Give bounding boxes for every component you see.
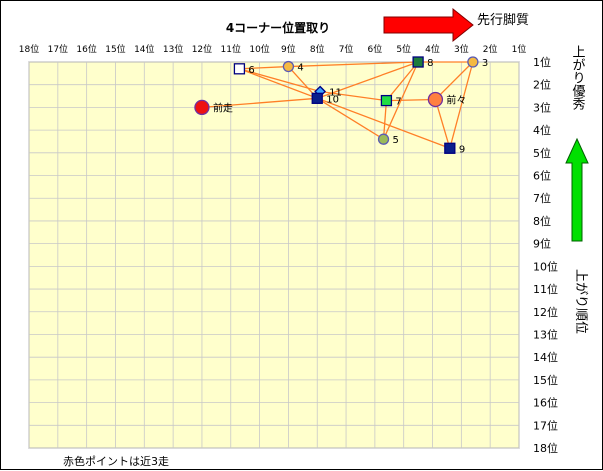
x-tick-label: 11位	[221, 43, 241, 55]
y-tick-label: 18位	[533, 441, 558, 455]
x-tick-label: 9位	[281, 43, 296, 55]
up-arrow-icon	[565, 137, 589, 242]
point-label: 前走	[213, 101, 233, 114]
connection-line	[201, 97, 318, 109]
chart-title: 4コーナー位置取り	[226, 20, 330, 35]
x-tick-label: 15位	[105, 43, 125, 55]
footnote: 赤色ポイントは近3走	[63, 454, 169, 468]
data-point	[194, 99, 210, 116]
x-tick-label: 5位	[396, 43, 411, 55]
connection-line	[382, 100, 388, 140]
point-label: 9	[459, 144, 465, 155]
y-axis-ticks: 1位 2位 3位 4位 5位 6位 7位 8位 9位 10位 11位 12位 13位 14位 15位 16位 1…	[533, 55, 558, 455]
x-tick-label: 2位	[483, 43, 498, 55]
y-tick-label: 12位	[533, 305, 558, 319]
forward-arrow-icon	[383, 7, 474, 43]
y-tick-label: 3位	[533, 100, 551, 114]
connection-line	[239, 68, 451, 149]
connection-line	[386, 98, 436, 102]
x-tick-label: 13位	[163, 43, 183, 55]
y-tick-label: 10位	[533, 259, 558, 273]
y-tick-label: 9位	[533, 237, 551, 251]
grid-lines	[28, 61, 520, 449]
point-label: 11	[329, 88, 342, 99]
point-label: 3	[482, 58, 488, 69]
x-tick-label: 7位	[339, 43, 354, 55]
data-point	[377, 133, 390, 145]
y-tick-label: 5位	[533, 146, 551, 160]
x-axis-ticks: 18位 17位 16位 15位 14位 13位 12位 11位 10位 9位 8位 7位 6位 5位 4位 3…	[19, 43, 527, 55]
y-tick-label: 15位	[533, 373, 558, 387]
y-axis-note-side: 上がり順位	[573, 269, 588, 334]
x-tick-label: 10位	[249, 43, 269, 55]
point-label: 5	[393, 135, 399, 146]
x-tick-label: 18位	[19, 43, 39, 55]
x-tick-label: 14位	[134, 43, 154, 55]
data-point	[467, 56, 479, 68]
connection-line	[434, 99, 451, 149]
data-point	[282, 60, 295, 73]
x-tick-label: 8位	[310, 43, 325, 55]
connection-line	[239, 65, 289, 70]
y-tick-label: 17位	[533, 418, 558, 432]
y-axis-note-top: 上がり優秀	[570, 45, 586, 111]
x-tick-label: 6位	[368, 43, 383, 55]
y-tick-label: 4位	[533, 123, 551, 137]
y-tick-label: 8位	[533, 214, 551, 228]
x-tick-label: 16位	[76, 43, 96, 55]
point-label: 7	[395, 97, 401, 108]
y-tick-label: 7位	[533, 191, 551, 205]
x-tick-label: 4位	[425, 43, 440, 55]
connection-line	[317, 61, 419, 99]
data-points	[194, 56, 479, 154]
y-tick-label: 2位	[533, 78, 551, 92]
plot-area	[28, 61, 520, 449]
y-tick-label: 11位	[533, 282, 558, 296]
connection-line	[288, 61, 419, 68]
point-label: 4	[297, 63, 303, 74]
y-tick-label: 16位	[533, 396, 558, 410]
data-point	[427, 91, 444, 108]
point-label: 10	[326, 94, 339, 105]
data-point	[380, 94, 393, 107]
data-point	[311, 92, 323, 104]
y-tick-label: 6位	[533, 169, 551, 183]
connection-line	[239, 68, 321, 93]
point-label: 前々	[446, 93, 466, 106]
data-point	[412, 56, 424, 68]
connection-line	[316, 97, 384, 140]
x-tick-label: 1位	[512, 43, 527, 55]
point-label: 6	[248, 65, 254, 76]
x-tick-label: 17位	[48, 43, 68, 55]
point-label: 8	[427, 58, 433, 69]
y-tick-label: 14位	[533, 350, 558, 364]
x-axis-note: 先行脚質	[477, 12, 529, 28]
data-point	[233, 63, 246, 75]
data-point	[444, 142, 456, 154]
connection-line	[434, 61, 474, 100]
connection-line	[320, 90, 387, 102]
x-tick-label: 3位	[454, 43, 469, 55]
x-tick-label: 12位	[192, 43, 212, 55]
connection-line	[385, 61, 419, 102]
y-tick-label: 13位	[533, 327, 558, 341]
connection-line	[449, 61, 474, 149]
y-tick-label: 1位	[533, 55, 551, 69]
